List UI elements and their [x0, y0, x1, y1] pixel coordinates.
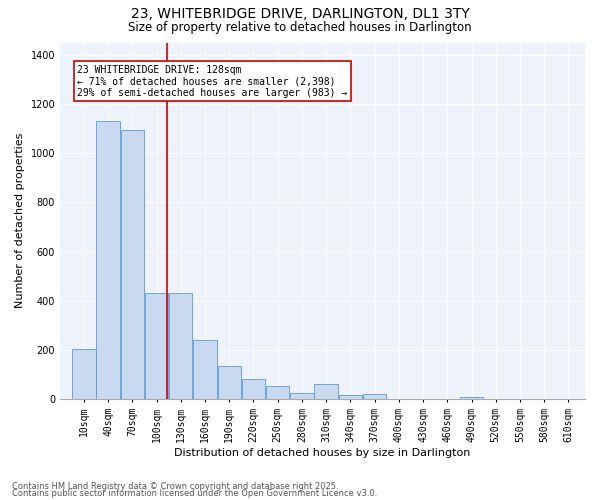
Bar: [266, 386, 289, 399]
Bar: [72, 348, 95, 399]
Text: 23 WHITEBRIDGE DRIVE: 128sqm
← 71% of detached houses are smaller (2,398)
29% of: 23 WHITEBRIDGE DRIVE: 128sqm ← 71% of de…: [77, 64, 347, 98]
Bar: [242, 380, 265, 399]
Bar: [460, 396, 483, 399]
Bar: [97, 121, 120, 399]
Text: Contains public sector information licensed under the Open Government Licence v3: Contains public sector information licen…: [12, 490, 377, 498]
Bar: [363, 394, 386, 399]
Text: Size of property relative to detached houses in Darlington: Size of property relative to detached ho…: [128, 21, 472, 34]
Text: Contains HM Land Registry data © Crown copyright and database right 2025.: Contains HM Land Registry data © Crown c…: [12, 482, 338, 491]
Bar: [338, 396, 362, 399]
Bar: [121, 130, 144, 399]
Text: 23, WHITEBRIDGE DRIVE, DARLINGTON, DL1 3TY: 23, WHITEBRIDGE DRIVE, DARLINGTON, DL1 3…: [131, 8, 469, 22]
Bar: [145, 294, 168, 399]
Y-axis label: Number of detached properties: Number of detached properties: [15, 133, 25, 308]
X-axis label: Distribution of detached houses by size in Darlington: Distribution of detached houses by size …: [175, 448, 471, 458]
Bar: [290, 393, 314, 399]
Bar: [218, 366, 241, 399]
Bar: [169, 294, 193, 399]
Bar: [193, 340, 217, 399]
Bar: [314, 384, 338, 399]
